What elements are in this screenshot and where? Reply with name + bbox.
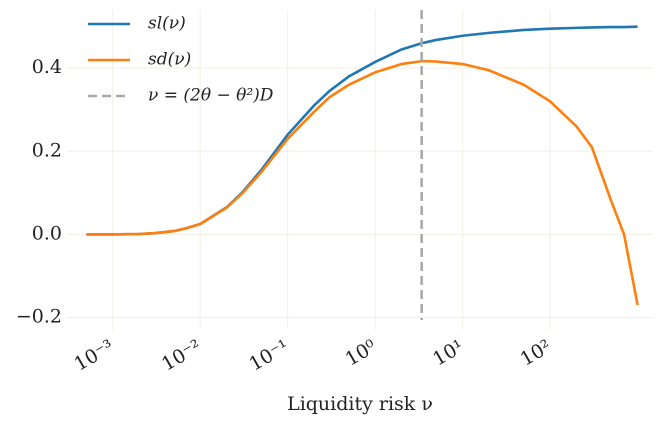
legend-label: sl(ν) <box>148 14 186 34</box>
y-tick-label: 0.2 <box>32 139 62 161</box>
x-tick-label: 10² <box>517 336 556 371</box>
x-tick-label: 10⁻¹ <box>245 336 292 376</box>
legend-label: sd(ν) <box>148 50 191 70</box>
x-tick-label: 10⁰ <box>342 335 381 370</box>
x-axis-label: Liquidity risk ν <box>287 393 433 415</box>
y-tick-label: −0.2 <box>16 306 62 328</box>
series-line <box>86 59 639 306</box>
y-tick-label: 0.4 <box>32 56 62 78</box>
x-tick-label: 10¹ <box>429 336 468 371</box>
legend-label: ν = (2θ − θ²)D <box>148 86 274 106</box>
y-tick-label: 0.0 <box>32 222 62 244</box>
x-tick-label: 10⁻² <box>158 336 205 376</box>
x-tick-label: 10⁻³ <box>71 336 118 376</box>
